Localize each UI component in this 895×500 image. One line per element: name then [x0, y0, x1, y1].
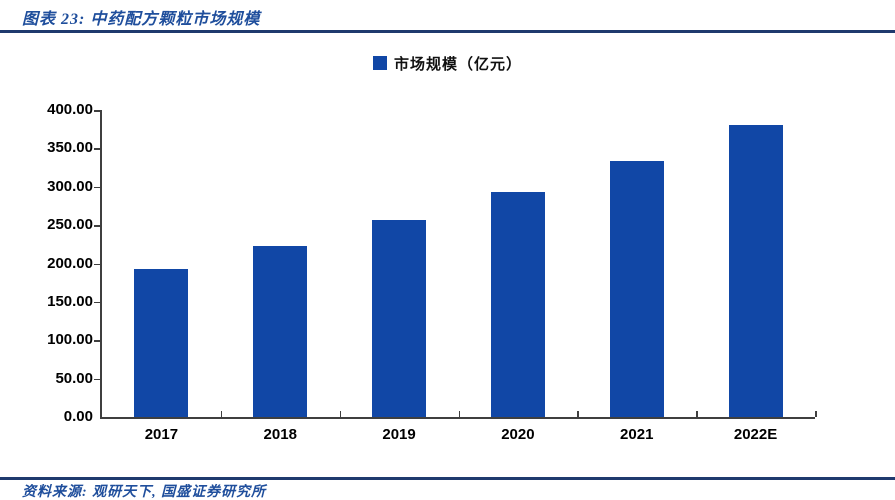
y-tick-label: 50.00: [55, 369, 93, 387]
y-tick-label: 400.00: [47, 101, 93, 118]
y-tick: [94, 225, 100, 227]
x-tick: [815, 411, 817, 417]
y-tick: [94, 301, 100, 304]
title-divider: [0, 30, 895, 33]
legend-label: 市场规模（亿元）: [393, 55, 522, 73]
footer-divider: [0, 477, 895, 480]
x-axis-line: [100, 417, 815, 419]
y-tick: [94, 148, 100, 150]
source-note: 资料来源: 观研天下, 国盛证券研究所: [22, 485, 267, 500]
y-tick: [94, 378, 100, 381]
y-tick-label: 0.00: [63, 408, 93, 425]
x-tick: [577, 411, 579, 417]
x-tick: [458, 411, 460, 417]
legend-swatch-icon: [372, 56, 387, 70]
y-tick-label: 100.00: [47, 331, 93, 349]
y-tick: [94, 263, 100, 265]
y-tick: [94, 110, 100, 112]
x-tick-label: 2020: [501, 426, 535, 443]
x-tick: [696, 411, 698, 417]
bar-2022E: [728, 125, 783, 417]
bar-2017: [134, 268, 189, 417]
bar-2021: [609, 160, 664, 417]
figure-title: 图表 23: 中药配方颗粒市场规模: [22, 11, 261, 28]
y-tick-label: 300.00: [47, 177, 93, 195]
x-tick-label: 2022E: [733, 426, 778, 443]
bar-2018: [253, 245, 308, 417]
y-tick-label: 250.00: [47, 216, 93, 234]
y-tick: [94, 340, 100, 342]
y-tick-label: 150.00: [47, 292, 93, 310]
y-tick: [94, 186, 100, 189]
bar-2020: [490, 192, 545, 417]
y-tick-label: 200.00: [47, 254, 93, 272]
x-tick: [220, 411, 223, 417]
x-tick-label: 2019: [382, 426, 416, 443]
x-tick-label: 2021: [620, 426, 654, 443]
x-tick-label: 2018: [263, 426, 297, 443]
x-tick-label: 2017: [144, 426, 179, 443]
chart-legend: 市场规模（亿元）: [0, 54, 895, 73]
y-tick-label: 350.00: [47, 139, 93, 157]
y-axis-line: [100, 110, 102, 419]
x-tick: [339, 411, 342, 417]
bar-2019: [372, 219, 427, 417]
